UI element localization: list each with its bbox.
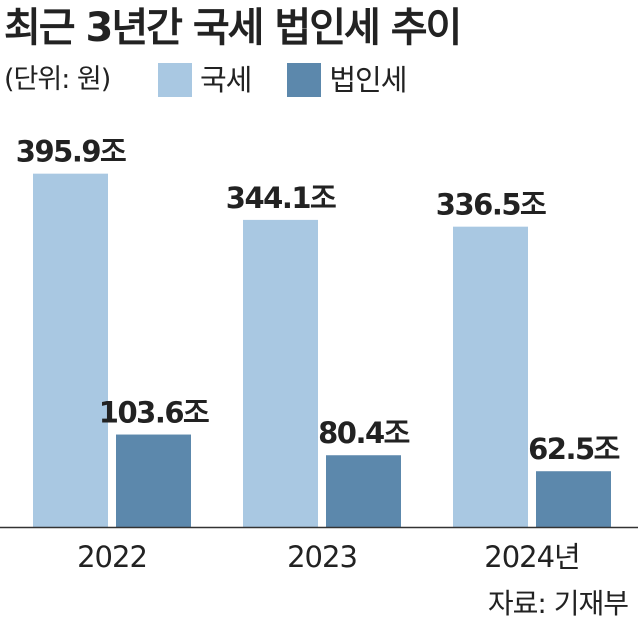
unit-label: (단위: 원)	[4, 64, 111, 95]
x-tick-label-1: 2023	[287, 540, 357, 574]
legend-swatch-national-tax	[158, 63, 192, 97]
bar-national-tax-0	[33, 173, 108, 528]
x-tick-label-2: 2024년	[484, 540, 579, 574]
legend-item-national-tax: 국세	[158, 62, 252, 98]
bar-corporate-tax-2	[536, 471, 611, 527]
legend-swatch-corporate-tax	[287, 63, 322, 97]
data-label-national-tax-1: 344.1조	[226, 181, 336, 215]
data-label-national-tax-2: 336.5조	[436, 188, 546, 222]
bar-corporate-tax-0	[116, 434, 191, 527]
x-tick-label-0: 2022	[77, 540, 147, 574]
data-label-corporate-tax-1: 80.4조	[318, 416, 410, 450]
legend-item-corporate-tax: 법인세	[287, 62, 407, 98]
legend: 국세 법인세	[158, 62, 442, 98]
bar-corporate-tax-1	[326, 455, 401, 527]
data-label-national-tax-0: 395.9조	[16, 135, 126, 169]
bar-national-tax-1	[243, 219, 318, 527]
data-label-corporate-tax-0: 103.6조	[99, 396, 209, 430]
chart-title: 최근 3년간 국세 법인세 추이	[4, 5, 462, 51]
legend-label-national-tax: 국세	[200, 63, 252, 97]
bar-national-tax-2	[453, 226, 528, 527]
legend-label-corporate-tax: 법인세	[329, 63, 407, 97]
data-label-corporate-tax-2: 62.5조	[528, 432, 620, 466]
source-note: 자료: 기재부	[487, 587, 629, 620]
